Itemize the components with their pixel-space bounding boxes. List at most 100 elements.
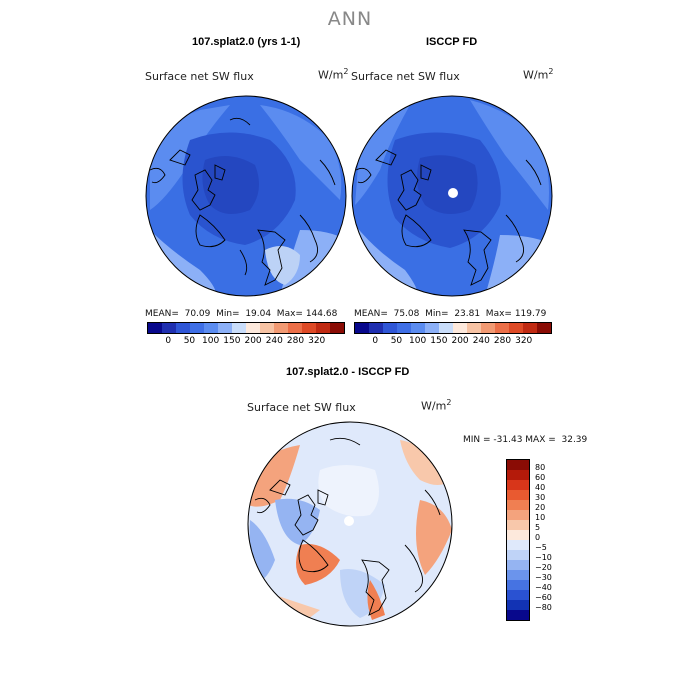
colorbar-tick-label: 150 [430, 336, 448, 346]
colorbar-tick-label: 10 [535, 513, 546, 522]
colorbar-swatch [507, 470, 529, 480]
panel2-coastlines [355, 149, 542, 286]
panel2-colorbar-labels: 0 50 100 150 200 240 280 320 [354, 336, 552, 348]
colorbar-tick-label: 50 [390, 336, 403, 346]
colorbar-swatches [147, 322, 345, 334]
panel1-field [146, 96, 346, 296]
colorbar-swatch [397, 323, 411, 333]
colorbar-tick-label: 5 [535, 523, 541, 532]
colorbar-swatch [507, 550, 529, 560]
colorbar-swatch [439, 323, 453, 333]
colorbar-swatch [190, 323, 204, 333]
colorbar-swatch [218, 323, 232, 333]
colorbar-swatch [507, 590, 529, 600]
panel1-variable-label: Surface net SW flux [145, 70, 254, 83]
colorbar-swatch [316, 323, 330, 333]
colorbar-swatch [453, 323, 467, 333]
colorbar-swatch [302, 323, 316, 333]
panel2-colorbar [354, 322, 552, 334]
colorbar-swatch [162, 323, 176, 333]
colorbar-tick-label: 320 [308, 336, 326, 346]
panel2-title: ISCCP FD [426, 36, 478, 48]
colorbar-swatch [507, 580, 529, 590]
panel1-units: W/m2 [318, 67, 349, 82]
colorbar-swatch [507, 570, 529, 580]
colorbar-swatch [507, 480, 529, 490]
colorbar-swatch [411, 323, 425, 333]
colorbar-swatch [507, 490, 529, 500]
panel3-coastlines [254, 437, 441, 616]
panel1-colorbar [147, 322, 345, 334]
colorbar-swatch [495, 323, 509, 333]
colorbar-swatch [355, 323, 369, 333]
panel1-map-border [145, 95, 347, 297]
colorbar-swatch [383, 323, 397, 333]
colorbar-tick-label: 280 [493, 336, 512, 346]
colorbar-tick-label: 100 [409, 336, 427, 346]
colorbar-tick-label: 0 [372, 336, 379, 346]
colorbar-swatch [507, 610, 529, 620]
figure-title: ANN [327, 8, 373, 30]
colorbar-tick-label: 0 [165, 336, 172, 346]
colorbar-swatch [369, 323, 383, 333]
colorbar-swatch [507, 520, 529, 530]
colorbar-tick-label: 200 [451, 336, 469, 346]
colorbar-swatches [506, 459, 530, 621]
colorbar-swatch [467, 323, 481, 333]
colorbar-swatch [523, 323, 537, 333]
colorbar-tick-label: −40 [535, 583, 552, 592]
colorbar-tick-label: −60 [535, 593, 552, 602]
colorbar-swatch [507, 510, 529, 520]
panel3-stats: MIN = -31.43 MAX = 32.39 [463, 435, 588, 445]
colorbar-swatch [330, 323, 344, 333]
colorbar-swatch [507, 500, 529, 510]
colorbar-tick-label: 150 [223, 336, 241, 346]
colorbar-tick-label: 40 [535, 483, 546, 492]
colorbar-tick-label: −10 [535, 553, 552, 562]
colorbar-tick-label: 240 [472, 336, 490, 346]
colorbar-tick-label: −30 [535, 573, 552, 582]
colorbar-tick-label: 320 [515, 336, 533, 346]
panel3-field [248, 422, 452, 626]
panel2-field [352, 96, 552, 296]
panel2-variable-label: Surface net SW flux [351, 70, 460, 83]
colorbar-tick-label: 240 [265, 336, 283, 346]
colorbar-tick-label: 280 [286, 336, 305, 346]
colorbar-tick-label: 200 [244, 336, 262, 346]
colorbar-swatch [507, 540, 529, 550]
colorbar-swatch [425, 323, 439, 333]
colorbar-swatch [507, 530, 529, 540]
panel3-variable-label: Surface net SW flux [247, 401, 356, 414]
colorbar-swatch [481, 323, 495, 333]
colorbar-tick-label: 50 [183, 336, 196, 346]
panel3-title: 107.splat2.0 - ISCCP FD [286, 366, 410, 378]
colorbar-swatch [204, 323, 218, 333]
panel3-colorbar [506, 459, 530, 621]
colorbar-tick-label: 100 [202, 336, 220, 346]
panel2-map-border [351, 95, 553, 297]
colorbar-tick-label: 60 [535, 473, 546, 482]
colorbar-tick-label: −20 [535, 563, 552, 572]
colorbar-swatch [507, 600, 529, 610]
panel2-units: W/m2 [523, 67, 554, 82]
colorbar-swatch [537, 323, 551, 333]
panel2-stats: MEAN= 75.08 Min= 23.81 Max= 119.79 [354, 309, 547, 319]
panel1-coastlines [149, 117, 336, 286]
colorbar-tick-label: 20 [535, 503, 546, 512]
colorbar-tick-label: −5 [535, 543, 547, 552]
colorbar-swatch [148, 323, 162, 333]
panel1-title: 107.splat2.0 (yrs 1-1) [192, 36, 301, 48]
colorbar-swatch [176, 323, 190, 333]
colorbar-tick-label: 80 [535, 463, 546, 472]
panel3-colorbar-labels: 80 60 40 30 20 10 5 0 −5 −10 −20 −30 −40 −60 −80 [535, 459, 575, 623]
colorbar-tick-label: 30 [535, 493, 546, 502]
colorbar-swatch [246, 323, 260, 333]
colorbar-swatch [274, 323, 288, 333]
panel1-stats: MEAN= 70.09 Min= 19.04 Max= 144.68 [145, 309, 338, 319]
colorbar-swatch [260, 323, 274, 333]
colorbar-swatches [354, 322, 552, 334]
colorbar-tick-label: −80 [535, 603, 552, 612]
colorbar-swatch [507, 560, 529, 570]
colorbar-tick-label: 0 [535, 533, 541, 542]
